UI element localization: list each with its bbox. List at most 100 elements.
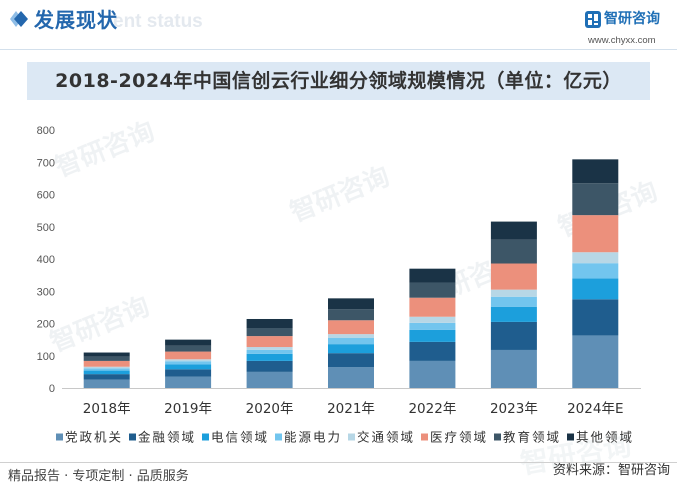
bar-segment-3-4 <box>328 334 374 339</box>
x-tick-label-0: 2018年 <box>83 401 131 417</box>
y-tick-label-7: 700 <box>37 157 55 169</box>
bar-segment-0-1 <box>83 374 130 380</box>
section-title: 发展现状 <box>34 8 118 32</box>
bar-segment-6-4 <box>572 252 619 264</box>
legend-swatch-3 <box>275 433 282 441</box>
legend-label-2: 电信领域 <box>211 430 269 445</box>
x-tick-label-4: 2022年 <box>408 401 456 417</box>
x-tick-label-2: 2020年 <box>246 401 294 417</box>
legend-swatch-2 <box>202 433 209 441</box>
data-source: 资料来源：智研咨询 <box>553 463 671 478</box>
bar-segment-1-6 <box>165 345 212 352</box>
legend-label-7: 其他领域 <box>576 430 634 445</box>
footer-divider <box>0 462 677 463</box>
legend-item-0: 党政机关 <box>56 430 123 445</box>
bar-stack-2 <box>246 318 293 389</box>
y-tick-label-6: 600 <box>37 190 55 202</box>
legend-item-1: 金融领域 <box>129 430 194 445</box>
bar-segment-4-0 <box>409 360 456 388</box>
bar-segment-4-5 <box>409 297 456 317</box>
bar-segment-5-3 <box>490 296 537 307</box>
bar-segment-6-1 <box>572 299 619 336</box>
bar-segment-2-2 <box>246 353 293 361</box>
legend-label-0: 党政机关 <box>65 430 123 445</box>
legend-label-3: 能源电力 <box>284 430 342 445</box>
legend-swatch-6 <box>494 433 501 441</box>
bar-segment-5-2 <box>490 306 537 322</box>
bars: 2018年 2019年 2020年 2021年 2022年 2023年 2024年E <box>83 159 623 417</box>
x-tick-label-5: 2023年 <box>490 401 538 417</box>
bar-segment-4-7 <box>409 268 456 283</box>
bar-segment-3-7 <box>328 298 374 310</box>
y-tick-label-0: 0 <box>49 383 55 395</box>
x-tick-label-6: 2024年E <box>567 401 623 417</box>
legend-item-3: 能源电力 <box>275 430 342 445</box>
bar-segment-0-2 <box>83 370 130 375</box>
legend-swatch-0 <box>56 433 63 441</box>
bar-stack-5 <box>490 221 537 388</box>
bar-segment-6-2 <box>572 278 619 300</box>
bar-segment-0-3 <box>83 368 130 371</box>
y-tick-label-8: 800 <box>37 125 55 137</box>
bar-segment-1-3 <box>165 361 212 365</box>
bar-segment-5-0 <box>490 349 537 388</box>
bar-stack-3 <box>328 298 374 388</box>
bar-segment-6-7 <box>572 159 619 184</box>
bar-segment-3-2 <box>328 344 374 354</box>
bar-segment-5-1 <box>490 321 537 350</box>
brand-url: www.chyxx.com <box>588 35 656 46</box>
legend-item-2: 电信领域 <box>202 430 269 445</box>
brand-name: 智研咨询 <box>604 11 660 27</box>
legend-label-5: 医疗领域 <box>430 430 488 445</box>
section-subtitle-en: ent status <box>113 11 203 32</box>
bar-stack-1 <box>165 339 212 388</box>
bar-segment-0-4 <box>83 366 130 369</box>
bar-segment-2-3 <box>246 349 293 354</box>
bar-segment-5-6 <box>490 239 537 264</box>
bar-segment-4-1 <box>409 341 456 361</box>
bar-segment-0-5 <box>83 360 130 367</box>
legend-label-6: 教育领域 <box>503 430 561 445</box>
y-tick-label-5: 500 <box>37 222 55 234</box>
legend-label-4: 交通领域 <box>357 430 415 445</box>
bar-segment-3-1 <box>328 353 374 368</box>
bar-segment-5-5 <box>490 263 537 290</box>
bar-segment-2-7 <box>246 318 293 329</box>
bar-segment-1-5 <box>165 351 212 360</box>
chart-title: 2018-2024年中国信创云行业细分领域规模情况（单位：亿元） <box>55 70 622 92</box>
legend-swatch-4 <box>348 433 355 441</box>
bar-segment-6-5 <box>572 215 619 253</box>
bar-segment-6-6 <box>572 183 619 216</box>
bar-segment-4-4 <box>409 316 456 323</box>
bar-stack-0 <box>83 352 130 388</box>
legend-item-7: 其他领域 <box>567 430 634 445</box>
bar-segment-3-5 <box>328 320 374 335</box>
stacked-bar-chart: 0 100 200 300 400 500 600 700 800 2018年 2019年 2020年… <box>37 125 641 445</box>
legend-swatch-1 <box>129 433 136 441</box>
bar-segment-2-0 <box>246 371 293 389</box>
bar-segment-2-1 <box>246 360 293 372</box>
bar-segment-6-0 <box>572 335 619 388</box>
bar-segment-1-1 <box>165 369 212 377</box>
y-tick-label-1: 100 <box>37 351 55 363</box>
diamond-icon <box>10 11 28 27</box>
legend-item-5: 医疗领域 <box>421 430 488 445</box>
bar-segment-4-3 <box>409 322 456 330</box>
bar-segment-1-2 <box>165 364 212 370</box>
chart-title-bar: 2018-2024年中国信创云行业细分领域规模情况（单位：亿元） <box>27 62 650 100</box>
logo-icon <box>585 11 601 28</box>
legend-item-4: 交通领域 <box>348 430 415 445</box>
bar-segment-2-6 <box>246 328 293 337</box>
bar-segment-1-7 <box>165 339 212 346</box>
bar-segment-5-4 <box>490 289 537 297</box>
bar-segment-3-3 <box>328 338 374 345</box>
bar-segment-1-4 <box>165 359 212 362</box>
legend-swatch-7 <box>567 433 574 441</box>
bar-segment-0-6 <box>83 356 130 361</box>
y-tick-label-3: 300 <box>37 286 55 298</box>
legend-item-6: 教育领域 <box>494 430 561 445</box>
bar-segment-6-3 <box>572 263 619 279</box>
bar-stack-6 <box>572 159 619 388</box>
bar-segment-3-0 <box>328 367 374 388</box>
bar-segment-4-2 <box>409 329 456 342</box>
